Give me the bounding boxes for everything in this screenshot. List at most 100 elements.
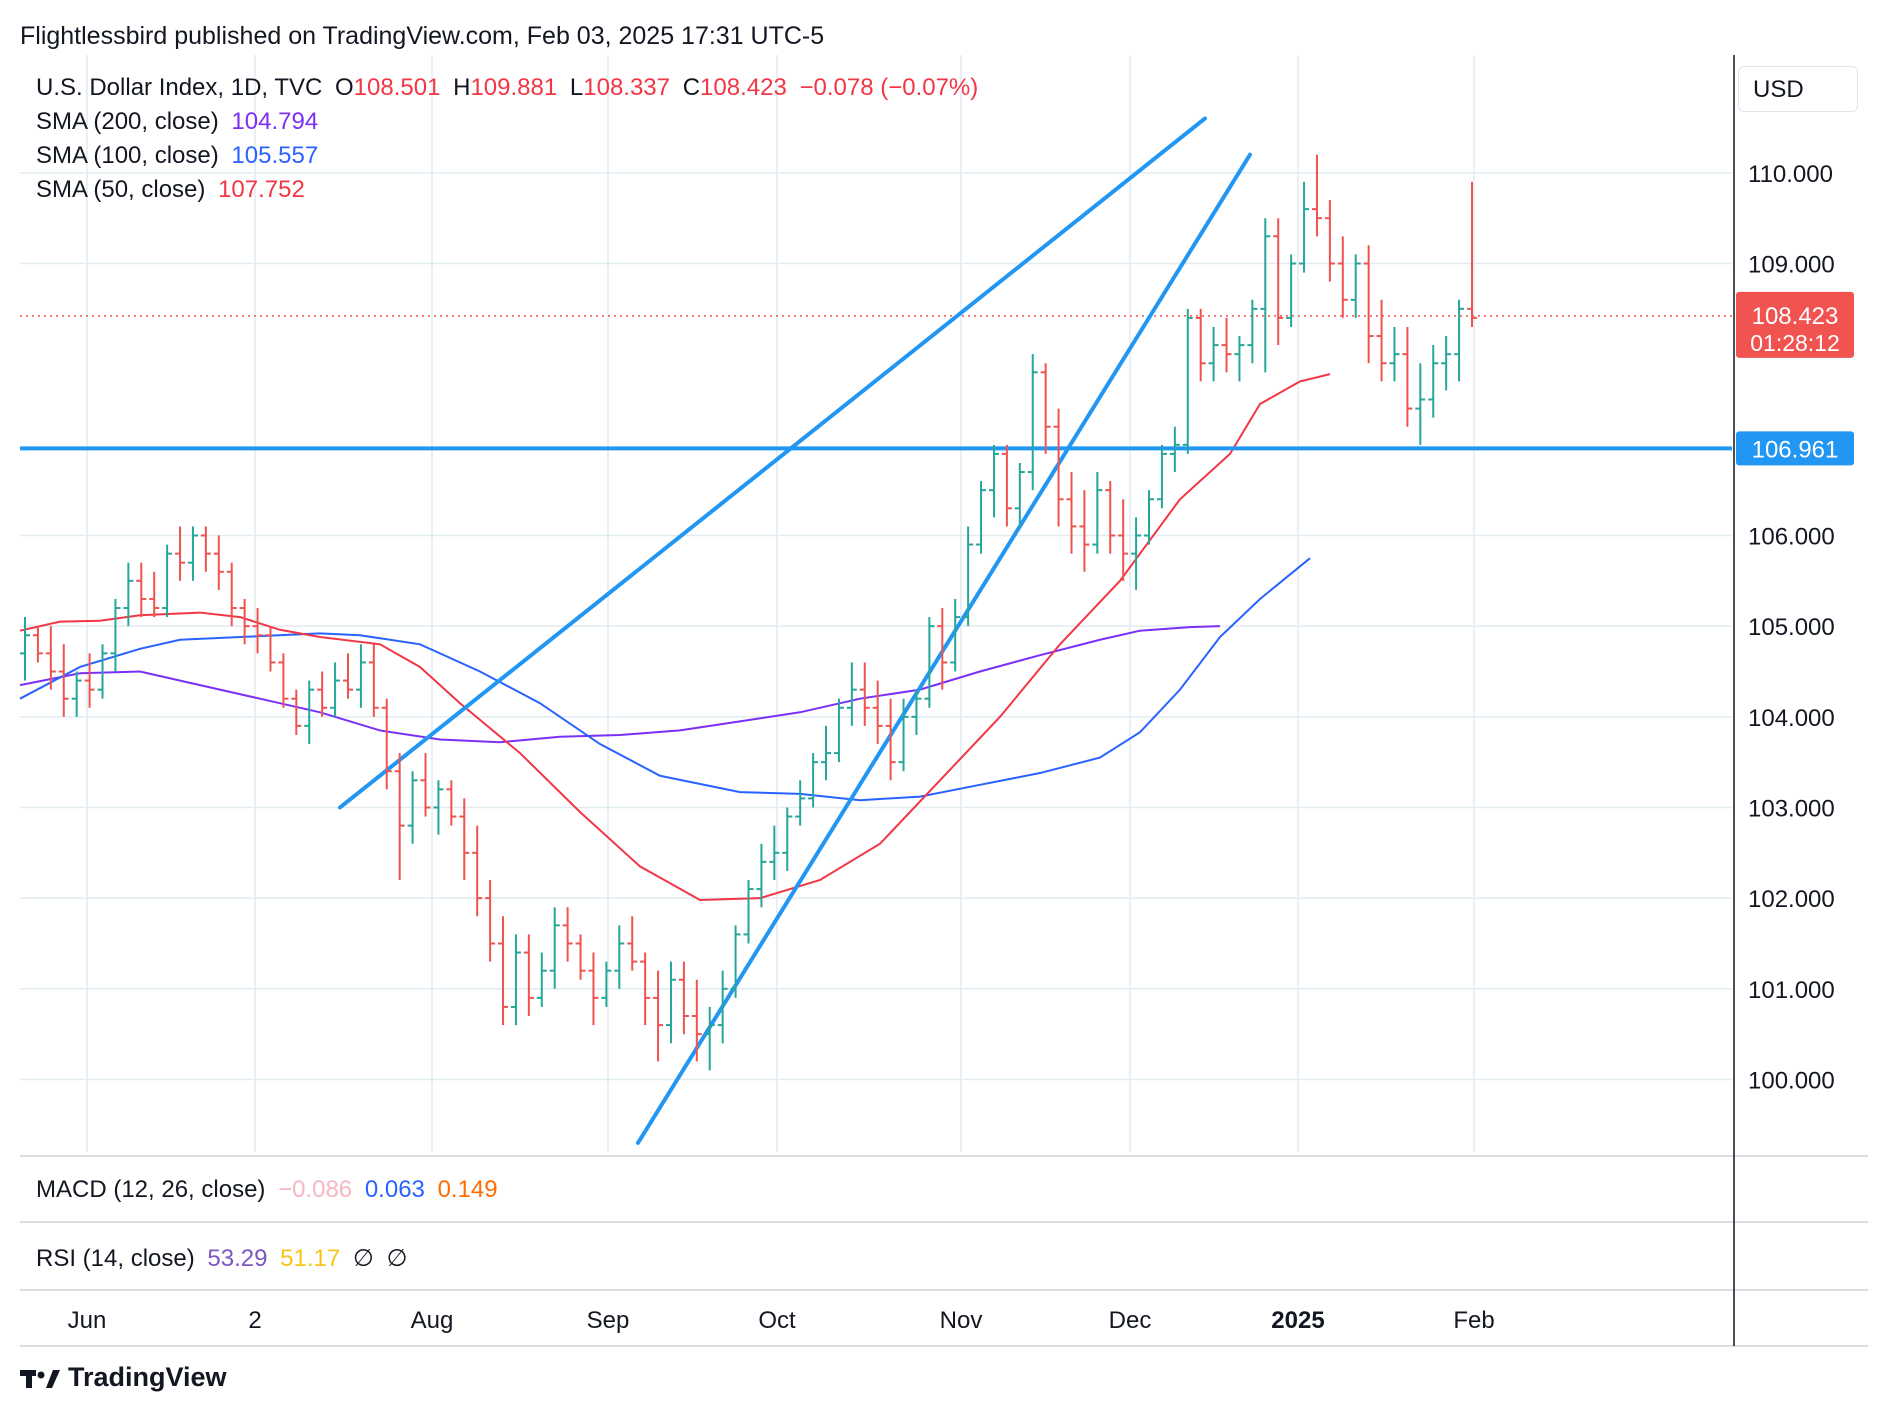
ohlc-bar: [627, 916, 638, 971]
ohlc-bar: [653, 970, 664, 1062]
ohlc-bar: [885, 698, 896, 781]
ohlc-bar: [1441, 336, 1452, 391]
trendlines: [20, 116, 1732, 1145]
ohlc-bar: [963, 526, 974, 627]
ohlc-bar: [575, 934, 586, 980]
ohlc-bar: [1389, 326, 1400, 382]
tradingview-brand[interactable]: TradingView: [20, 1362, 227, 1393]
ohlc-bar: [924, 617, 935, 708]
sma100-value: 105.557: [231, 142, 319, 169]
ohlc-bar: [1311, 154, 1322, 237]
ohlc-bar: [20, 617, 30, 681]
countdown-text: 01:28:12: [1750, 330, 1840, 356]
trendline-2: [636, 152, 1252, 1145]
low-label: L: [569, 74, 584, 101]
trendline-1: [338, 116, 1207, 810]
ohlc-bar: [1273, 218, 1284, 346]
sma50-legend: SMA (50, close) 107.752: [36, 176, 311, 204]
close-label: C: [682, 74, 701, 101]
ohlc-bar: [71, 671, 82, 717]
sma200-label: SMA (200, close): [36, 108, 219, 135]
ohlc-bar: [821, 725, 832, 781]
x-tick-label: Oct: [758, 1307, 796, 1334]
open-label: O: [335, 74, 354, 101]
ohlc-bar: [976, 481, 987, 554]
ohlc-bar: [808, 753, 819, 808]
ohlc-bar: [200, 526, 211, 572]
ohlc-bar: [265, 626, 276, 672]
ohlc-bar: [58, 644, 69, 717]
ohlc-bar: [498, 916, 509, 1026]
ohlc-bar: [549, 907, 560, 989]
rsi-value-4: ∅: [386, 1245, 408, 1272]
ohlc-bar: [1169, 426, 1180, 473]
ohlc-bar: [485, 880, 496, 962]
ohlc-bar: [1467, 181, 1477, 327]
ohlc-bar: [1001, 444, 1012, 527]
ohlc-bar: [523, 934, 534, 1017]
ohlc-bar: [330, 662, 341, 717]
ohlc-bar: [317, 671, 328, 717]
x-tick-label: Sep: [587, 1307, 630, 1334]
ohlc-bar: [859, 662, 870, 726]
sma50-line: [19, 373, 1331, 901]
ohlc-bar: [872, 680, 883, 745]
ohlc-bar: [1454, 299, 1465, 382]
ohlc-bar: [1040, 363, 1051, 454]
tradingview-logo-icon: [20, 1366, 60, 1390]
ohlc-bar: [32, 626, 43, 663]
ohlc-bar: [123, 562, 134, 627]
ohlc-bar: [162, 544, 173, 618]
y-tick-label: 103.000: [1748, 795, 1835, 822]
x-tick-label: Aug: [411, 1307, 454, 1334]
ohlc-bar: [97, 644, 108, 699]
last-price-text: 108.423: [1752, 303, 1839, 330]
x-tick-label: 2: [248, 1307, 261, 1334]
ohlc-bar: [510, 934, 521, 1026]
symbol-name: U.S. Dollar Index, 1D, TVC: [36, 74, 323, 101]
ohlc-bar: [420, 753, 431, 817]
sma100-label: SMA (100, close): [36, 142, 219, 169]
rsi-value-3: ∅: [352, 1245, 374, 1272]
brand-name: TradingView: [68, 1362, 227, 1392]
currency-selector[interactable]: USD: [1738, 66, 1858, 112]
ohlc-bar: [1286, 254, 1297, 327]
ohlc-bar: [536, 952, 547, 1007]
symbol-legend: U.S. Dollar Index, 1D, TVC O108.501 H109…: [36, 74, 984, 102]
sma50-label: SMA (50, close): [36, 176, 206, 203]
ohlc-bar: [1299, 181, 1310, 273]
ohlc-bar: [136, 562, 147, 618]
ohlc-bar: [950, 598, 961, 672]
ohlc-bar: [45, 626, 56, 690]
ohlc-bar: [730, 925, 741, 998]
ohlc-bar: [1221, 317, 1232, 373]
macd-label: MACD (12, 26, close): [36, 1176, 266, 1203]
ohlc-bar: [110, 598, 121, 672]
ohlc-bar: [1376, 299, 1387, 382]
ohlc-bar: [1014, 462, 1025, 527]
last-price-badge: [1736, 291, 1854, 358]
ohlc-bar: [291, 689, 302, 735]
open-value: 108.501: [353, 74, 441, 101]
sma200-legend: SMA (200, close) 104.794: [36, 108, 324, 136]
high-label: H: [453, 74, 471, 101]
ohlc-bar: [1363, 245, 1374, 364]
ohlc-bar: [1079, 490, 1090, 572]
grid: [20, 55, 1732, 1152]
rsi-value-1: 53.29: [207, 1245, 268, 1272]
y-tick-label: 109.000: [1748, 252, 1835, 279]
ohlc-bar: [1260, 218, 1271, 373]
ohlc-bar: [717, 970, 728, 1044]
ohlc-bar: [1208, 326, 1219, 382]
ohlc-bar: [355, 644, 366, 708]
ohlc-bar: [1247, 299, 1258, 364]
ohlc-bar: [1415, 363, 1426, 445]
ohlc-bar: [704, 1006, 715, 1071]
ohlc-bars: [20, 154, 1477, 1071]
y-tick-label: 106.000: [1748, 524, 1835, 551]
level-text: 106.961: [1752, 436, 1839, 463]
y-tick-label: 105.000: [1748, 614, 1835, 641]
y-tick-label: 104.000: [1748, 705, 1835, 732]
ohlc-bar: [640, 952, 651, 1026]
